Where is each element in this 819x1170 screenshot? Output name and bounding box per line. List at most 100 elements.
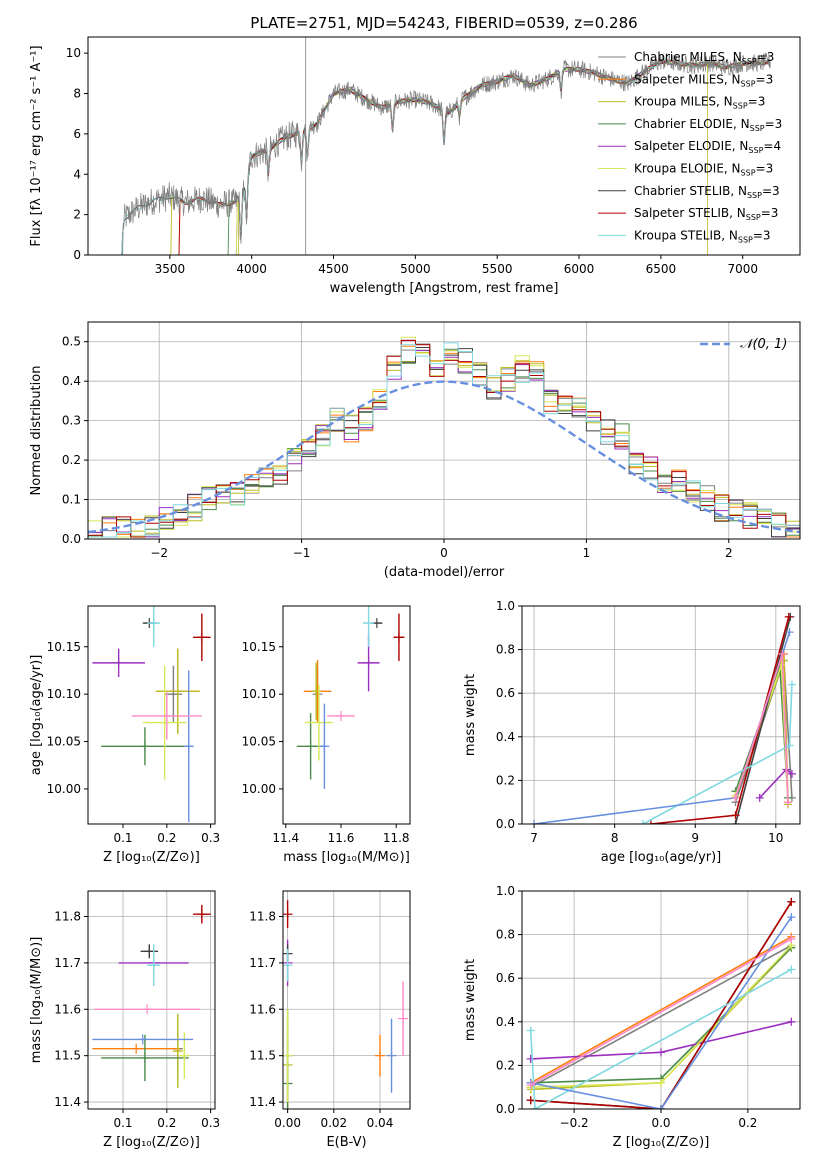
y-tick-label: 8 (73, 87, 81, 101)
y-tick-label: 11.5 (249, 1049, 276, 1063)
axes-frame (521, 605, 801, 825)
x-axis-label: age [log₁₀(age/yr)] (601, 850, 722, 865)
plot-area (88, 336, 800, 539)
x-tick-label: 1 (583, 546, 591, 560)
x-tick-label: −0.2 (560, 1116, 589, 1130)
y-axis-label: Normed distribution (29, 366, 44, 496)
panel-residuals: −2 −1 0 1 2 0.0 0.1 0.2 0.3 0.4 0.5 (data-model)/er… (29, 321, 801, 580)
observed-spectrum (120, 52, 771, 255)
x-tick-label: 0.2 (157, 831, 176, 845)
plot-area (526, 897, 796, 1109)
y-tick-label: 11.8 (249, 910, 276, 924)
panel-age-vs-mass: 11.4 11.6 11.8 10.00 10.05 10.10 10.15 mass [lo… (242, 605, 411, 865)
y-tick-label: 0.2 (496, 773, 515, 787)
model-line (235, 59, 771, 255)
y-axis-label: mass weight (463, 959, 478, 1041)
weight-marker (657, 1078, 665, 1087)
model-line (235, 60, 771, 255)
weight-marker (731, 811, 740, 820)
x-tick-label: 5500 (482, 262, 513, 276)
weight-line (530, 944, 792, 1088)
y-tick-label: 0.8 (496, 928, 515, 942)
y-tick-label: 11.4 (54, 1095, 81, 1109)
x-tick-label: 11.4 (272, 831, 299, 845)
plot-area (296, 606, 405, 789)
y-tick-label: 0.2 (496, 1058, 515, 1072)
weight-marker (787, 913, 796, 922)
weight-marker (646, 820, 655, 824)
weight-marker (526, 1096, 535, 1105)
x-tick-label: 0.2 (738, 1116, 757, 1130)
y-tick-label: 0.8 (496, 643, 515, 657)
weight-marker (787, 769, 796, 778)
plot-area (120, 37, 771, 255)
panel-age-vs-Z: 0.1 0.2 0.3 10.00 10.05 10.10 10.15 Z [log₁₀(Z/… (29, 605, 220, 865)
weight-marker (785, 741, 794, 750)
x-tick-label: 11.6 (328, 831, 355, 845)
y-axis-label: age [log₁₀(age/yr)] (29, 655, 44, 776)
y-tick-label: 0.0 (62, 532, 81, 546)
y-tick-label: 10.05 (242, 735, 276, 749)
weight-marker (731, 793, 740, 802)
weight-marker (526, 1026, 535, 1035)
legend-entry: Kroupa ELODIE, NSSP=3 (634, 162, 773, 178)
model-line (120, 58, 770, 255)
y-axis-label: Flux [fλ 10⁻¹⁷ erg cm⁻² s⁻¹ A⁻¹] (29, 45, 44, 246)
x-tick-label: 0.3 (201, 831, 220, 845)
y-tick-label: 0.1 (62, 493, 81, 507)
x-tick-label: 5000 (400, 262, 431, 276)
x-axis-label: Z [log₁₀(Z/Z⊙)] (103, 1135, 200, 1150)
y-tick-label: 11.6 (54, 1002, 81, 1016)
y-axis-label: mass [log₁₀(M/M⊙)] (29, 937, 44, 1064)
axes-frame (87, 36, 801, 256)
weight-marker (787, 965, 796, 974)
y-tick-label: 0.4 (496, 730, 515, 744)
axes-frame (282, 890, 411, 1110)
y-tick-label: 11.4 (249, 1095, 276, 1109)
legend-entry: Chabrier ELODIE, NSSP=3 (634, 117, 782, 133)
weight-marker (787, 680, 796, 689)
panel-weight-vs-age: 7 8 9 10 0.0 0.2 0.4 0.6 0.8 1.0 age [log₁₀(age/yr… (463, 599, 801, 865)
x-tick-label: 0.02 (320, 1116, 347, 1130)
weight-marker (638, 820, 647, 824)
weight-marker (785, 628, 794, 637)
weight-marker (787, 1017, 796, 1026)
y-tick-label: 10.00 (47, 782, 81, 796)
x-tick-label: 0.1 (113, 831, 132, 845)
x-axis-label: wavelength [Angstrom, rest frame] (330, 281, 559, 296)
x-tick-label: 7000 (727, 262, 758, 276)
x-tick-label: 11.8 (383, 831, 410, 845)
legend-entry: Chabrier MILES, NSSP=3 (634, 50, 774, 66)
x-tick-label: 0.0 (651, 1116, 670, 1130)
y-tick-label: 10.00 (242, 782, 276, 796)
weight-marker (657, 1048, 665, 1057)
weight-marker (787, 934, 796, 943)
plot-area (283, 900, 409, 1109)
weight-marker (731, 820, 740, 824)
x-tick-label: 0 (440, 546, 448, 560)
x-tick-label: 0.1 (113, 1116, 132, 1130)
panel-spectrum: 3500 4000 4500 5000 5500 6000 6500 7000 0 2 4 6 8 10 w… (29, 36, 801, 296)
legend-entry: Salpeter ELODIE, NSSP=4 (634, 139, 781, 155)
y-tick-label: 2 (73, 208, 81, 222)
panel-mass-vs-Z: 0.1 0.2 0.3 11.4 11.5 11.6 11.7 11.8 Z [log₁₀(Z/… (29, 890, 220, 1150)
normal-curve (88, 380, 800, 534)
weight-line (533, 631, 791, 824)
panel-mass-vs-EBV: 0.00 0.02 0.04 11.4 11.5 11.6 11.7 11.8 E(B-V) (249, 890, 411, 1150)
y-tick-label: 0 (73, 248, 81, 262)
y-tick-label: 10.05 (47, 735, 81, 749)
weight-line (642, 684, 793, 824)
model-line (120, 60, 771, 255)
y-tick-label: 0.5 (62, 335, 81, 349)
y-tick-label: 10 (66, 46, 81, 60)
legend-entry: Salpeter STELIB, NSSP=3 (634, 206, 778, 222)
x-axis-label: Z [log₁₀(Z/Z⊙)] (613, 1135, 710, 1150)
x-tick-label: 3500 (155, 262, 186, 276)
x-tick-label: −2 (150, 546, 168, 560)
y-tick-label: 1.0 (496, 599, 515, 613)
y-tick-label: 10.15 (47, 640, 81, 654)
weight-marker (657, 1105, 665, 1109)
y-tick-label: 10.10 (47, 687, 81, 701)
plot-area (530, 612, 796, 824)
